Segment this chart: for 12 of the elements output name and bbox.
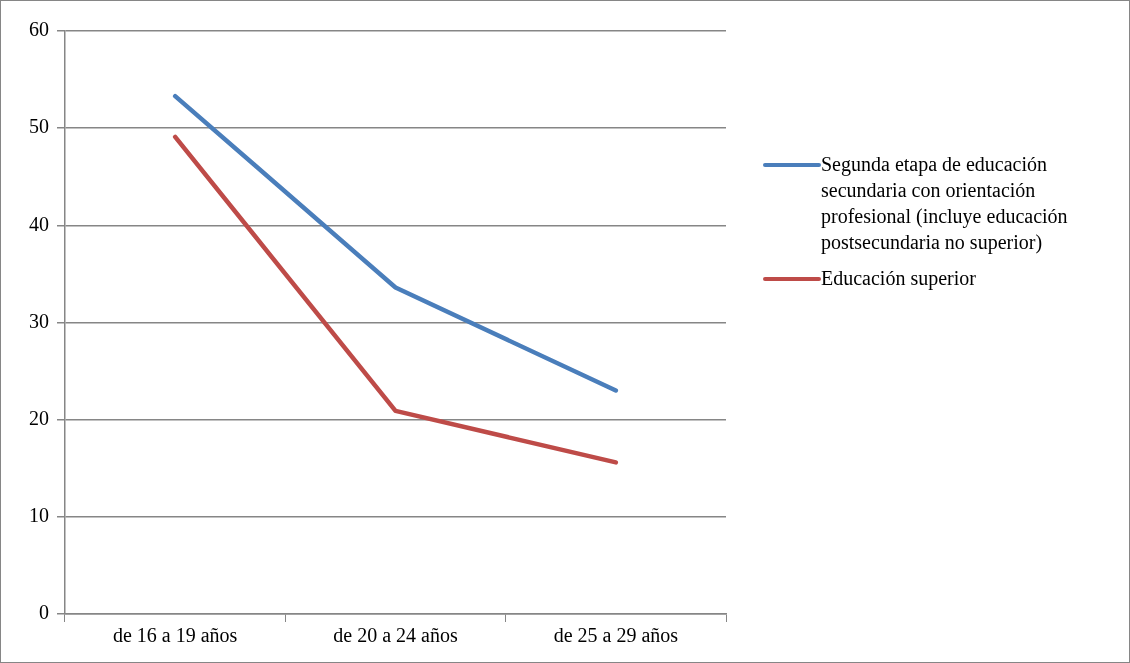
y-tick-label: 30 xyxy=(29,309,49,332)
legend-label: Educación superior xyxy=(821,266,976,291)
y-tick-label: 0 xyxy=(39,601,49,624)
x-tick-label: de 25 a 29 años xyxy=(553,624,679,647)
y-tick-label: 60 xyxy=(29,18,49,41)
y-tick-label: 50 xyxy=(29,115,49,138)
legend-label: Segunda etapa de educación secundaria con orientación profesional (incluye educación postsecundaria no superior) xyxy=(821,152,1069,255)
y-tick-label: 20 xyxy=(29,406,49,429)
x-tick-label: de 20 a 24 años xyxy=(333,624,458,647)
y-tick-label: 40 xyxy=(29,212,49,235)
y-tick-label: 10 xyxy=(29,504,49,527)
x-tick-label: de 16 a 19 años xyxy=(112,624,238,647)
